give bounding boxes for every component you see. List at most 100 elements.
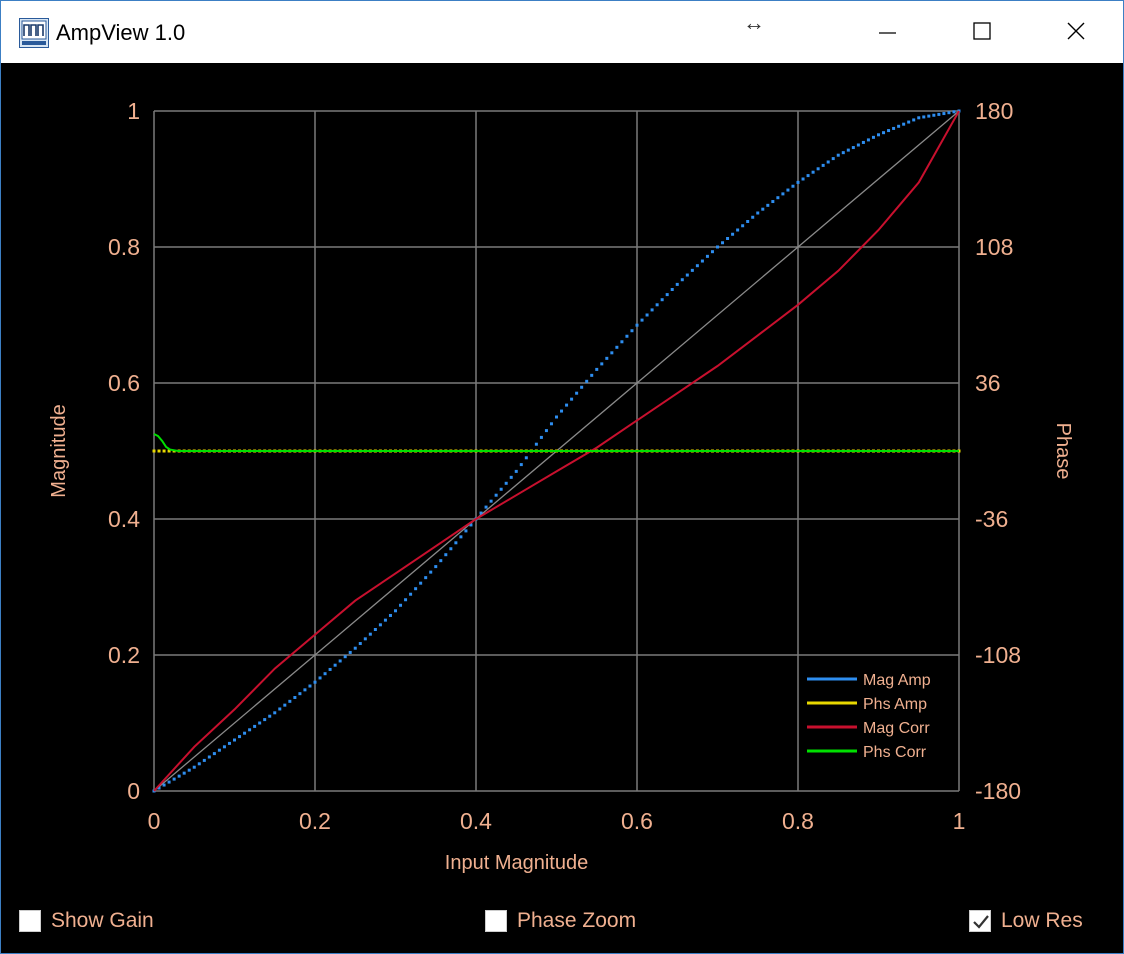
series-point-mag-amp [831,157,835,161]
series-point-mag-amp [650,308,654,312]
y-tick-label: 0.4 [108,506,140,532]
series-point-mag-amp [409,592,413,596]
series-point-mag-amp [887,129,891,133]
app-logo-icon [19,18,49,48]
series-point-mag-amp [902,122,906,126]
maximize-icon [973,22,991,40]
series-point-mag-amp [952,110,956,114]
x-axis-title: Input Magnitude [445,852,588,874]
show-gain-label: Show Gain [51,909,154,932]
y2-tick-label: -36 [975,506,1008,532]
series-point-mag-amp [846,148,850,152]
series-point-mag-amp [620,340,624,344]
series-point-mag-amp [414,587,418,591]
x-tick-label: 0 [148,808,161,834]
series-point-mag-amp [278,707,282,711]
series-point-mag-amp [464,529,468,533]
series-point-mag-amp [333,663,337,667]
series-point-mag-amp [640,318,644,322]
series-line-phs-corr [153,433,959,452]
series-point-mag-amp [630,329,634,333]
y2-tick-label: -180 [975,778,1021,804]
x-tick-label: 0.2 [299,808,331,834]
series-point-mag-amp [268,714,272,718]
phase-zoom-box[interactable] [485,910,507,932]
series-point-mag-amp [514,469,518,473]
phase-zoom-label: Phase Zoom [517,909,637,932]
checkmark-icon [973,915,989,929]
series-point-mag-amp [368,632,372,636]
series-point-mag-amp [695,264,699,268]
series-point-mag-amp [404,598,408,602]
series-point-mag-amp [680,278,684,282]
series-point-mag-amp [479,511,483,515]
series-point-mag-amp [363,637,367,641]
series-point-mag-amp [871,135,875,139]
series-point-mag-amp [358,642,362,646]
window-title: AmpView 1.0 [56,20,186,45]
series-point-mag-amp [293,696,297,699]
series-point-mag-amp [519,463,523,467]
y2-tick-label: 36 [975,370,1001,396]
close-icon [1067,22,1085,40]
series-point-mag-amp [791,184,795,188]
series-point-mag-amp [243,731,247,735]
series-point-mag-amp [187,768,191,772]
series-point-mag-amp [499,487,503,491]
series-point-mag-amp [771,200,775,204]
series-point-mag-amp [253,724,257,728]
series-point-phs-amp [152,449,156,453]
x-tick-label: 1 [953,808,966,834]
y2-tick-label: -108 [975,642,1021,668]
series-point-mag-amp [328,667,332,671]
series-point-mag-amp [781,192,785,196]
series-point-mag-amp [494,493,498,497]
y-axis-title: Magnitude [48,404,70,497]
legend-label: Mag Amp [863,672,931,689]
series-point-mag-amp [399,603,403,607]
series-point-phs-amp [162,449,166,453]
y-tick-label: 0.2 [108,642,140,668]
series-point-mag-amp [856,143,860,147]
series-point-mag-amp [685,273,689,277]
series-point-mag-amp [484,505,488,509]
show-gain-box[interactable] [19,910,41,932]
series-point-mag-amp [449,547,453,551]
series-point-mag-amp [675,282,679,286]
series-point-mag-amp [801,177,805,181]
series-point-mag-amp [288,699,292,703]
series-point-mag-amp [343,655,347,659]
series-point-mag-amp [816,167,820,171]
series-point-mag-amp [192,765,196,769]
series-point-phs-amp [167,449,171,453]
y-tick-label: 0 [127,778,140,804]
series-point-mag-amp [212,752,216,756]
legend-label: Phs Amp [863,696,927,713]
series-point-mag-amp [665,293,669,297]
series-point-mag-amp [539,435,543,439]
series-point-mag-amp [892,126,896,130]
series-point-mag-amp [912,118,916,122]
series-point-mag-amp [811,170,815,174]
series-point-mag-amp [932,113,936,117]
close-button[interactable] [1029,1,1123,63]
series-point-mag-amp [851,146,855,150]
series-point-mag-amp [489,499,493,503]
series-point-mag-amp [736,228,740,232]
minimize-button[interactable] [841,1,935,63]
low-res-box[interactable] [969,910,991,932]
series-point-mag-amp [544,429,548,433]
series-point-mag-amp [509,475,513,479]
maximize-button[interactable] [935,1,1029,63]
series-point-mag-amp [826,160,830,164]
y-tick-label: 0.8 [108,234,140,260]
series-point-mag-amp [454,541,458,545]
series-point-mag-amp [172,777,176,781]
series-point-mag-amp [575,391,579,395]
series-point-mag-amp [308,684,312,688]
title-bar[interactable]: AmpView 1.0 ↔ [1,1,1123,63]
series-point-mag-amp [197,762,201,766]
series-point-mag-amp [555,415,558,419]
series-point-mag-amp [761,207,765,211]
series-point-mag-amp [273,711,277,715]
